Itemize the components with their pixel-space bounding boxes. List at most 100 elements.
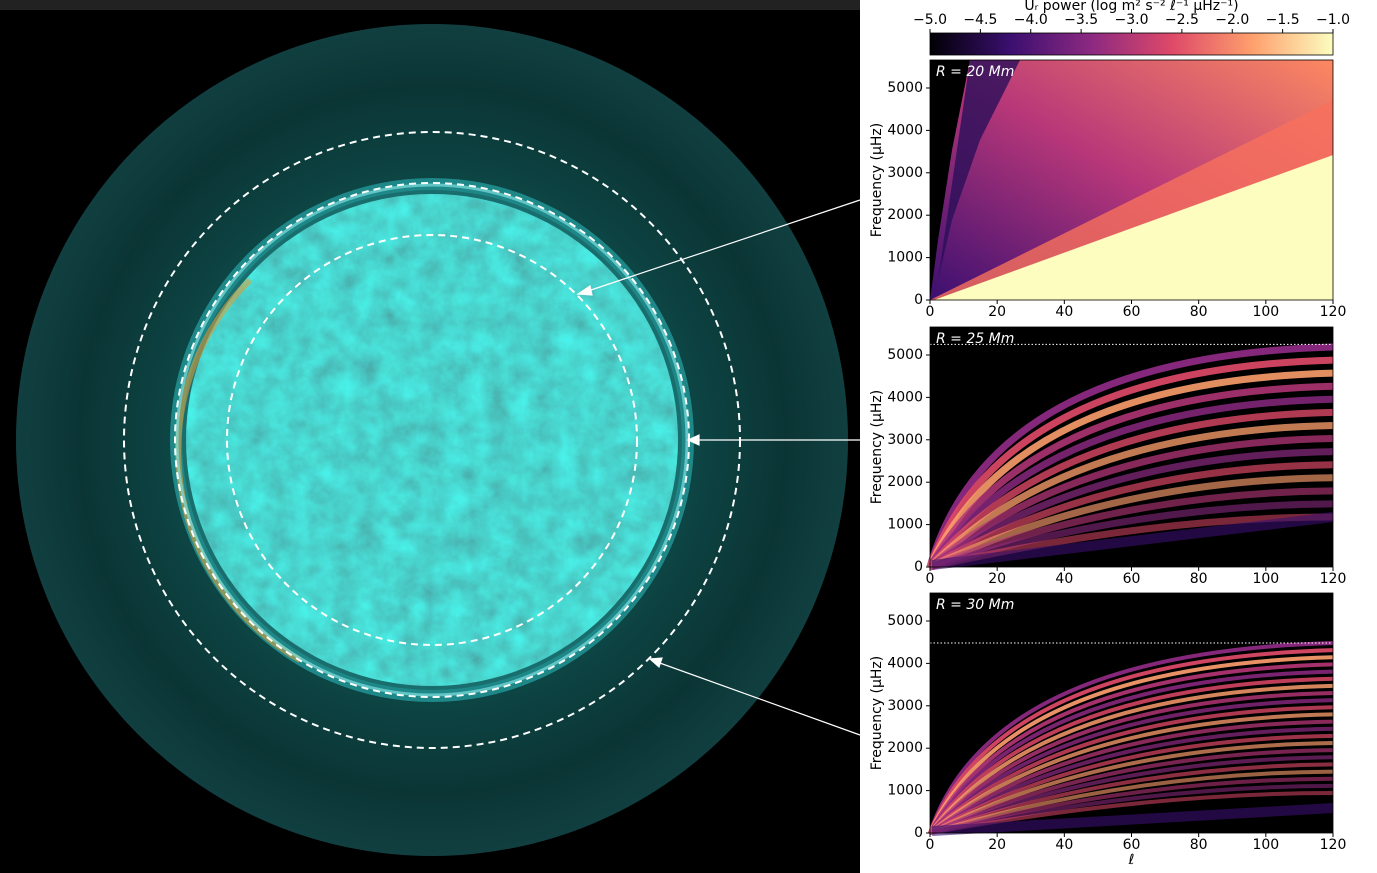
x-tick-label: 40 <box>1055 304 1073 320</box>
panel-annotation: R = 20 Mm <box>936 64 1014 80</box>
y-tick-label: 3000 <box>887 432 923 448</box>
x-tick-label: 20 <box>988 304 1006 320</box>
colorbar <box>929 32 1334 56</box>
colorbar-tick-label: −3.0 <box>1115 12 1149 28</box>
low-power-region <box>938 60 1020 280</box>
spectrum-panel <box>926 327 1334 571</box>
mode-ridge <box>928 733 1334 835</box>
x-tick-label: 20 <box>988 571 1006 587</box>
mode-ridge <box>927 448 1334 570</box>
dashed-circle <box>226 234 638 646</box>
x-tick-label: 80 <box>1190 304 1208 320</box>
mode-ridge <box>928 648 1334 834</box>
y-axis-label: Frequency (μHz) <box>869 390 885 504</box>
saturated-region <box>934 155 1333 300</box>
y-tick-label: 0 <box>914 825 923 841</box>
y-tick-label: 2000 <box>887 740 923 756</box>
colorbar-tick-label: −1.0 <box>1316 12 1350 28</box>
colorbar-tick-label: −2.5 <box>1165 12 1199 28</box>
spectrum-panel <box>930 60 1333 300</box>
colorbar-tick-label: −3.5 <box>1064 12 1098 28</box>
mode-ridge <box>929 748 1334 835</box>
x-tick-label: 0 <box>926 837 935 853</box>
mode-ridge <box>928 676 1334 835</box>
mode-ridge <box>928 683 1334 835</box>
y-axis-label: Frequency (μHz) <box>869 123 885 237</box>
x-tick-label: 80 <box>1190 571 1208 587</box>
mode-ridge <box>928 487 1334 571</box>
y-tick-label: 4000 <box>887 389 923 405</box>
turbulence <box>186 194 678 686</box>
mode-ridge <box>931 512 1334 570</box>
arrowhead <box>576 285 593 296</box>
mode-ridge <box>927 421 1334 570</box>
x-tick-label: 100 <box>1252 304 1279 320</box>
x-tick-label: 40 <box>1055 837 1073 853</box>
mode-ridge <box>928 474 1334 571</box>
mode-ridge <box>928 500 1334 571</box>
y-tick-label: 5000 <box>887 347 923 363</box>
y-tick-label: 0 <box>914 292 923 308</box>
mode-ridge <box>929 769 1334 835</box>
arrowhead <box>648 657 663 669</box>
y-tick-label: 2000 <box>887 207 923 223</box>
x-tick-label: 40 <box>1055 571 1073 587</box>
colorbar-tick-label: −4.0 <box>1014 12 1048 28</box>
mode-ridge <box>928 691 1334 835</box>
arrow <box>656 661 861 736</box>
x-tick-label: 60 <box>1123 304 1141 320</box>
panel-annotation: R = 25 Mm <box>936 331 1014 347</box>
mode-ridge <box>928 705 1334 835</box>
x-tick-label: 0 <box>926 571 935 587</box>
arrowhead <box>686 434 700 446</box>
image-strip <box>0 0 860 10</box>
x-tick-label: 100 <box>1252 837 1279 853</box>
x-tick-label: 80 <box>1190 837 1208 853</box>
colorbar-tick-label: −2.0 <box>1215 12 1249 28</box>
mode-ridge <box>926 369 1334 569</box>
mode-ridge <box>928 655 1334 834</box>
y-tick-label: 1000 <box>887 250 923 266</box>
x-tick-label: 120 <box>1320 571 1347 587</box>
mode-ridge <box>928 669 1334 835</box>
mode-ridge <box>926 343 1334 568</box>
mode-ridge <box>927 395 1334 569</box>
mode-ridge <box>927 435 1334 570</box>
mode-ridge <box>926 382 1334 569</box>
x-tick-label: 100 <box>1252 571 1279 587</box>
mode-ridge <box>928 726 1334 835</box>
y-axis-label: Frequency (μHz) <box>869 656 885 770</box>
x-tick-label: 60 <box>1123 837 1141 853</box>
mode-ridge <box>928 712 1334 835</box>
mode-ridge <box>928 719 1334 835</box>
y-tick-label: 5000 <box>887 613 923 629</box>
colorbar-tick-label: −1.5 <box>1266 12 1300 28</box>
y-tick-label: 2000 <box>887 474 923 490</box>
spectrum-panel <box>928 593 1334 836</box>
colorbar-label: Uᵣ power (log m² s⁻² ℓ⁻¹ μHz⁻¹) <box>1024 0 1238 14</box>
colorbar-tick-label: −4.5 <box>963 12 997 28</box>
x-tick-label: 60 <box>1123 571 1141 587</box>
y-tick-label: 5000 <box>887 80 923 96</box>
arrow <box>584 199 861 293</box>
y-tick-label: 4000 <box>887 122 923 138</box>
x-tick-label: 120 <box>1320 837 1347 853</box>
y-tick-label: 1000 <box>887 783 923 799</box>
y-tick-label: 0 <box>914 559 923 575</box>
simulation-image <box>16 24 848 856</box>
x-tick-label: 120 <box>1320 304 1347 320</box>
x-axis-label: ℓ <box>1128 852 1135 868</box>
arrows <box>576 199 861 736</box>
mode-ridge <box>931 803 1334 836</box>
mode-ridge <box>929 755 1334 835</box>
mode-ridge <box>927 408 1334 570</box>
panel-annotation: R = 30 Mm <box>936 597 1014 613</box>
x-tick-label: 0 <box>926 304 935 320</box>
mode-ridge <box>928 698 1334 835</box>
mode-ridge <box>928 461 1334 571</box>
x-tick-label: 20 <box>988 837 1006 853</box>
mode-ridge <box>929 762 1334 835</box>
y-tick-label: 3000 <box>887 165 923 181</box>
mode-ridge <box>928 641 1334 834</box>
